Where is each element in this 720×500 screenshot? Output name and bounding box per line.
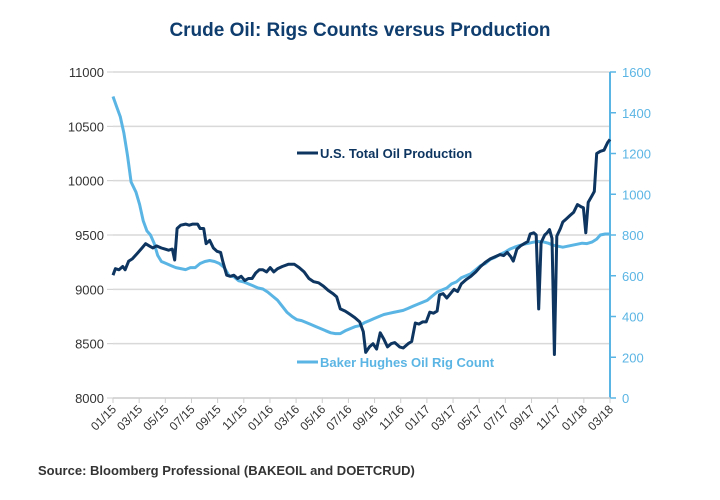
right-tick-label: 200	[622, 350, 644, 365]
x-tick-label: 05/17	[454, 402, 485, 433]
right-tick-label: 1600	[622, 65, 651, 80]
series-line-rig-count	[111, 95, 610, 336]
left-tick-label: 8000	[75, 391, 104, 406]
x-tick-label: 03/15	[114, 402, 145, 433]
x-tick-label: 09/17	[507, 402, 538, 433]
x-tick-label: 11/16	[376, 402, 407, 433]
legend-label-production: U.S. Total Oil Production	[320, 146, 472, 161]
legend-label-rigs: Baker Hughes Oil Rig Count	[320, 355, 495, 370]
right-tick-label: 400	[622, 310, 644, 325]
x-tick-label: 01/15	[88, 402, 119, 433]
x-tick-label: 07/17	[480, 402, 511, 433]
x-tick-label: 01/16	[245, 402, 276, 433]
series-layer	[111, 95, 612, 356]
left-tick-label: 9500	[75, 228, 104, 243]
x-tick-label: 09/16	[350, 402, 381, 433]
legend-layer: U.S. Total Oil Production Baker Hughes O…	[297, 146, 495, 370]
right-tick-label: 1000	[622, 187, 651, 202]
x-tick-label: 03/18	[585, 402, 616, 433]
series-line-oil-production	[111, 138, 612, 356]
right-tick-label: 800	[622, 228, 644, 243]
left-tick-label: 10000	[68, 174, 104, 189]
x-tick-label: 05/15	[140, 402, 171, 433]
source-note: Source: Bloomberg Professional (BAKEOIL …	[38, 463, 415, 478]
x-tick-label: 07/16	[323, 402, 354, 433]
left-tick-label: 8500	[75, 337, 104, 352]
x-tick-label: 11/17	[533, 402, 564, 433]
chart-title: Crude Oil: Rigs Counts versus Production	[169, 20, 551, 41]
x-tick-label: 05/16	[297, 402, 328, 433]
right-tick-label: 600	[622, 269, 644, 284]
right-tick-label: 1400	[622, 106, 651, 121]
x-tick-label: 11/15	[219, 402, 250, 433]
x-tick-label: 01/18	[559, 402, 590, 433]
x-tick-label: 03/17	[428, 402, 459, 433]
left-tick-label: 9000	[75, 282, 104, 297]
x-tick-label: 01/17	[402, 402, 433, 433]
right-tick-label: 0	[622, 391, 629, 406]
grid-layer	[113, 71, 610, 345]
left-tick-label: 10500	[68, 119, 104, 134]
right-tick-label: 1200	[622, 147, 651, 162]
x-tick-label: 03/16	[271, 402, 302, 433]
x-tick-label: 09/15	[193, 402, 224, 433]
left-tick-label: 11000	[69, 65, 104, 80]
x-tick-label: 07/15	[166, 402, 197, 433]
